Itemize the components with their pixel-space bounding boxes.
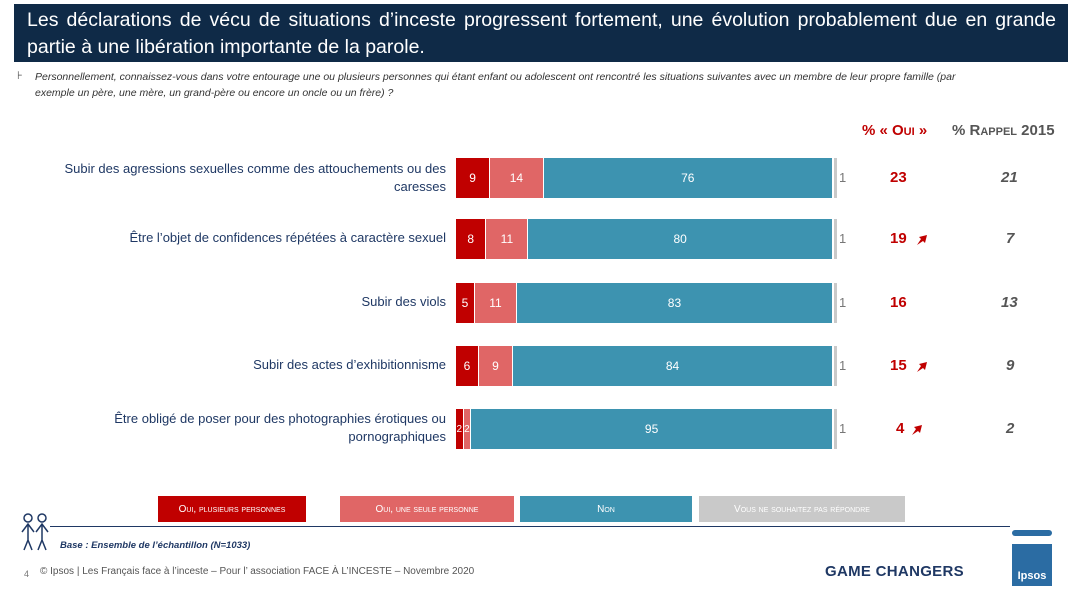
people-icon — [21, 513, 49, 551]
oui-total-value: 19 — [890, 230, 907, 247]
column-header-oui: % « Oui » — [862, 122, 928, 139]
seg-plusieurs: 6 — [456, 346, 479, 386]
seg-non: 84 — [513, 346, 833, 386]
legend-non: Non — [520, 496, 692, 522]
seg-no-answer — [834, 346, 837, 386]
trend-up-arrow-icon — [917, 362, 927, 372]
seg-plusieurs: 9 — [456, 158, 491, 198]
seg-non: 95 — [471, 409, 833, 449]
slide-title: Les déclarations de vécu de situations d… — [14, 4, 1068, 62]
oui-total-value: 16 — [890, 294, 907, 311]
seg-no-answer — [834, 219, 837, 259]
footer-divider — [50, 526, 1010, 527]
copyright-text: © Ipsos | Les Français face à l’inceste … — [40, 566, 475, 577]
rappel-2015-value: 13 — [1001, 294, 1018, 311]
trend-up-arrow-icon — [912, 425, 922, 435]
question-text: Personnellement, connaissez-vous dans vo… — [35, 71, 956, 99]
seg-no-answer — [834, 158, 837, 198]
rappel-2015-value: 9 — [1006, 357, 1015, 374]
page-number: 4 — [24, 569, 30, 579]
seg-plusieurs: 2 — [456, 409, 464, 449]
oui-total-value: 23 — [890, 169, 907, 186]
legend-plusieurs: Oui, plusieurs personnes — [158, 496, 306, 522]
rappel-2015-value: 21 — [1001, 169, 1018, 186]
row-label: Subir des actes d’exhibitionnisme — [253, 357, 446, 372]
column-header-rappel-2015: % Rappel 2015 — [952, 122, 1055, 139]
seg-non: 80 — [528, 219, 833, 259]
no-answer-value: 1 — [839, 295, 847, 310]
seg-plusieurs: 8 — [456, 219, 487, 259]
row-label: Subir des agressions sexuelles comme des… — [64, 161, 446, 194]
seg-no-answer — [834, 283, 837, 323]
no-answer-value: 1 — [839, 421, 847, 436]
legend-no-answer: Vous ne souhaitez pas répondre — [699, 496, 905, 522]
ipsos-logo-cap — [1012, 530, 1052, 536]
oui-total-value: 15 — [890, 357, 907, 374]
seg-plusieurs: 5 — [456, 283, 476, 323]
trend-up-arrow-icon — [917, 235, 927, 245]
legend-une-seule: Oui, une seule personne — [340, 496, 514, 522]
seg-non: 76 — [543, 158, 833, 198]
seg-une-seule: 11 — [475, 283, 517, 323]
rappel-2015-value: 2 — [1006, 420, 1015, 437]
seg-une-seule: 2 — [463, 409, 472, 449]
rappel-2015-value: 7 — [1006, 230, 1015, 247]
game-changers-tagline: GAME CHANGERS — [825, 563, 964, 580]
seg-une-seule: 14 — [490, 158, 544, 198]
base-note: Base : Ensemble de l’échantillon (N=1033… — [60, 540, 251, 551]
seg-non: 83 — [516, 283, 833, 323]
ipsos-logo: Ipsos — [1012, 544, 1052, 586]
seg-une-seule: 11 — [486, 219, 529, 259]
row-label: Subir des viols — [361, 294, 446, 309]
seg-no-answer — [834, 409, 837, 449]
oui-total-value: 4 — [896, 420, 905, 437]
row-label: Être l’objet de confidences répétées à c… — [129, 230, 446, 245]
row-label: Être obligé de poser pour des photograph… — [114, 411, 446, 444]
seg-une-seule: 9 — [478, 346, 514, 386]
no-answer-value: 1 — [839, 358, 847, 373]
no-answer-value: 1 — [839, 170, 847, 185]
question-marker-icon: ⊦ — [17, 70, 23, 82]
no-answer-value: 1 — [839, 231, 847, 246]
